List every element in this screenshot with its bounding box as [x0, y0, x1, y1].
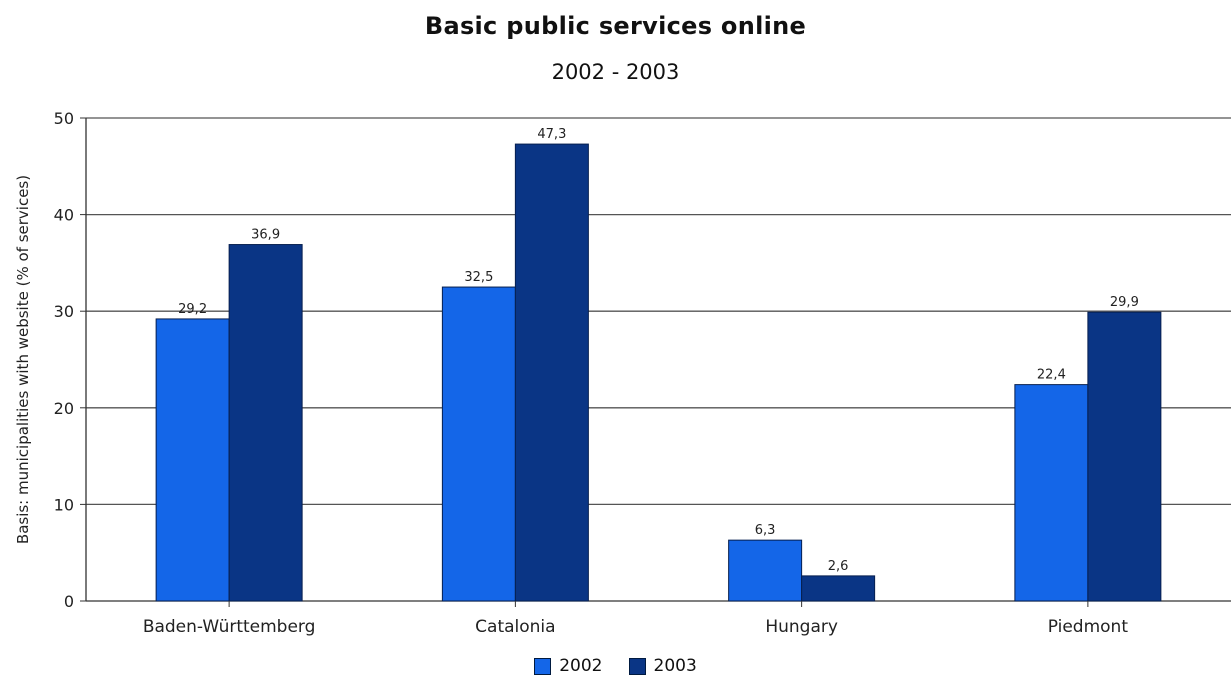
y-tick-label-50: 50 [54, 109, 74, 128]
data-label-hungary-2002: 6,3 [755, 523, 776, 538]
bar-baden-wurttemberg-2003 [228, 244, 303, 602]
bar-baden-wurttemberg-2002 [155, 318, 230, 602]
data-label-baden-wurttemberg-2003: 36,9 [251, 228, 280, 243]
y-tick-label-0: 0 [64, 592, 74, 611]
y-tick-label-30: 30 [54, 302, 74, 321]
data-label-piedmont-2002: 22,4 [1037, 368, 1066, 383]
y-axis-title: Basis: municipalities with website (% of… [14, 175, 32, 544]
chart-subtitle: 2002 - 2003 [551, 60, 680, 84]
legend-item-2003: 2003 [628, 656, 697, 676]
y-tick-label-40: 40 [54, 206, 74, 225]
bar-hungary-2003 [801, 575, 876, 602]
legend-label-2003: 2003 [653, 656, 697, 676]
legend-swatch-2002 [534, 657, 552, 675]
y-tick-label-10: 10 [54, 495, 74, 514]
x-tick-label-baden-wurttemberg: Baden-Württemberg [143, 617, 316, 637]
legend-label-2002: 2002 [559, 656, 603, 676]
x-tick-label-hungary: Hungary [765, 617, 838, 637]
legend: 2002 2003 [0, 655, 1231, 677]
bar-chart: 0 10 20 30 40 50 Basis: municipalities with we… [14, 109, 1231, 637]
data-label-hungary-2003: 2,6 [828, 559, 849, 574]
bar-catalonia-2003 [514, 143, 589, 602]
y-tick-label-20: 20 [54, 399, 74, 418]
data-label-baden-wurttemberg-2002: 29,2 [178, 302, 207, 317]
bar-piedmont-2002 [1014, 384, 1089, 602]
chart-title: Basic public services online [424, 12, 807, 40]
data-label-catalonia-2003: 47,3 [537, 127, 566, 142]
data-label-piedmont-2003: 29,9 [1110, 295, 1139, 310]
data-label-catalonia-2002: 32,5 [464, 270, 493, 285]
bar-piedmont-2003 [1087, 311, 1162, 602]
x-tick-label-piedmont: Piedmont [1048, 617, 1129, 637]
bar-catalonia-2002 [441, 286, 516, 602]
x-tick-label-catalonia: Catalonia [475, 617, 555, 637]
legend-swatch-2003 [628, 657, 646, 675]
bar-hungary-2002 [728, 539, 803, 602]
legend-item-2002: 2002 [534, 656, 603, 676]
